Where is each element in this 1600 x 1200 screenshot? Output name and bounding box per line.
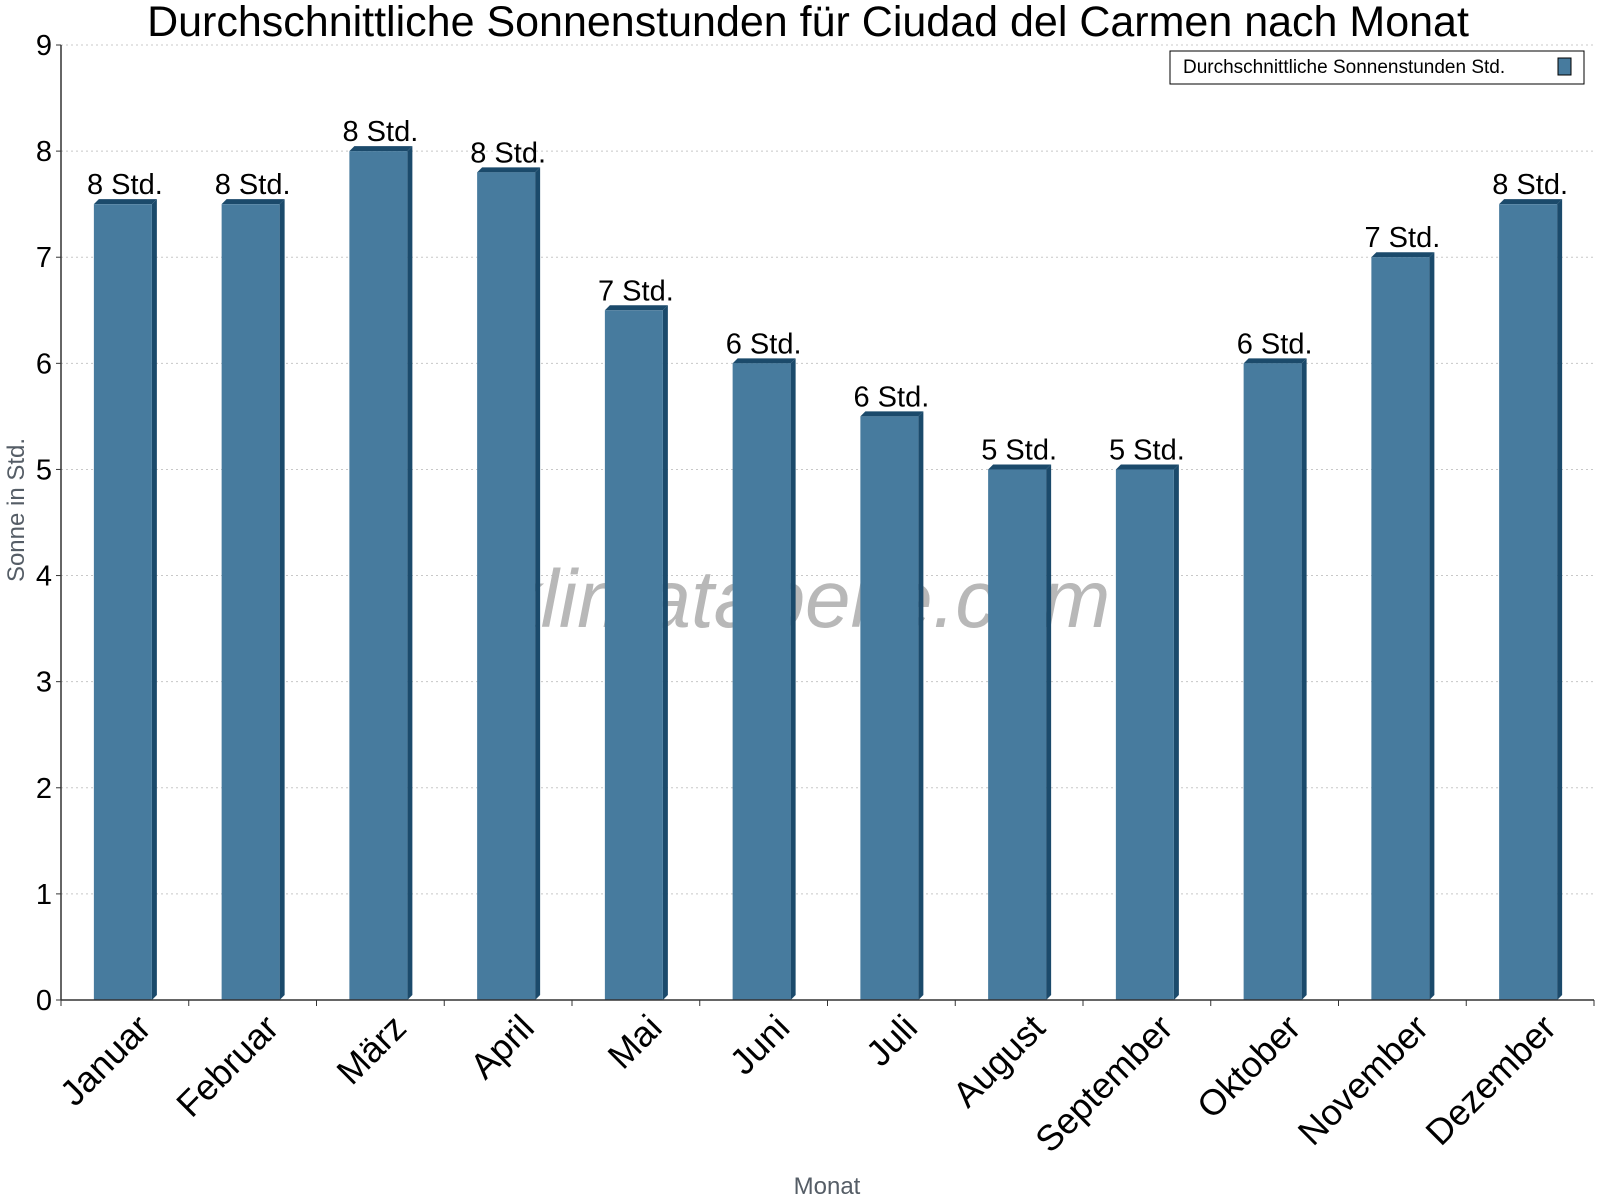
x-axis-ticks: Januar Februar März April Mai Juni Juli AugustS… [52,1000,1595,1161]
data-label: 5 Std. [1109,434,1185,466]
legend-label: Durchschnittliche Sonnenstunden Std. [1183,57,1505,78]
data-label: 6 Std. [853,381,929,413]
bar-top [732,358,796,364]
x-tick-label: November [1290,1007,1436,1153]
bar-top [477,167,541,173]
y-tick-label: 8 [36,136,52,168]
bar-side [1173,464,1179,1000]
bar-side [1557,199,1563,1000]
bar-top [1499,199,1563,205]
bar-side [151,199,157,1000]
bar-side [1429,252,1435,1000]
data-label: 6 Std. [1237,328,1313,360]
bar [604,310,663,1000]
data-label: 8 Std. [87,169,163,201]
axes [60,45,1594,1001]
x-tick-label: Februar [168,1007,286,1125]
data-label: 8 Std. [215,169,291,201]
data-label: 8 Std. [470,137,546,169]
bar-top [1371,252,1435,258]
x-tick-label: Mai [600,1007,670,1077]
y-tick-label: 6 [36,348,52,380]
bar [477,172,536,1001]
bar-top [604,305,668,311]
bar-top [988,464,1052,470]
bar [1243,363,1302,1000]
y-tick-label: 0 [36,985,52,1017]
y-tick-label: 5 [36,454,52,486]
y-tick-label: 9 [36,30,52,62]
bar [93,204,152,1000]
bar-top [93,199,157,205]
bar-top [1115,464,1179,470]
data-labels: 8 Std. 8 Std. 8 Std. 8 Std. 7 Std. 6 Std. 6 St… [87,116,1568,466]
legend: Durchschnittliche Sonnenstunden Std. [1169,50,1585,85]
data-label: 7 Std. [1364,222,1440,254]
bar [221,204,280,1000]
bar-side [918,411,924,1000]
data-label: 6 Std. [726,328,802,360]
bar-top [221,199,285,205]
bar [860,416,919,1000]
x-tick-label: März [328,1007,414,1093]
bar-side [407,146,413,1001]
bar [1371,257,1430,1000]
x-axis-label: Monat [794,1173,861,1200]
data-label: 8 Std. [1492,169,1568,201]
bar [1115,469,1174,1000]
x-tick-label: September [1027,1007,1181,1161]
y-tick-label: 1 [36,879,52,911]
legend-swatch [1557,57,1572,76]
data-label: 7 Std. [598,275,674,307]
data-label: 5 Std. [981,434,1057,466]
x-tick-label: Oktober [1189,1007,1309,1127]
bar-top [1243,358,1307,364]
bar [732,363,791,1000]
bar-side [1046,464,1052,1000]
bar [988,469,1047,1000]
bar-top [349,146,413,152]
bar-side [790,358,796,1000]
bar [349,151,408,1001]
x-tick-label: Juni [722,1007,798,1083]
y-axis-ticks: 0 1 2 3 4 5 6 7 8 9 [36,30,61,1017]
bar-side [279,199,285,1000]
y-axis-label: Sonne in Std. [3,438,30,582]
y-tick-label: 7 [36,242,52,274]
y-tick-label: 3 [36,667,52,699]
x-tick-label: April [462,1007,542,1087]
x-tick-label: Dezember [1417,1007,1563,1153]
bar [1499,204,1558,1000]
grid-lines [61,44,1594,895]
x-tick-label: Januar [52,1007,159,1114]
bar-side [535,167,541,1001]
data-label: 8 Std. [342,116,418,148]
legend-box [1169,50,1585,85]
bar-series [93,146,1563,1001]
chart-title: Durchschnittliche Sonnenstunden für Ciud… [147,0,1469,46]
bar-side [1301,358,1307,1000]
x-tick-label: Juli [858,1007,925,1074]
bar-top [860,411,924,417]
x-tick-label: August [945,1007,1053,1115]
y-tick-label: 4 [36,561,52,593]
bar-side [662,305,668,1000]
y-tick-label: 2 [36,773,52,805]
